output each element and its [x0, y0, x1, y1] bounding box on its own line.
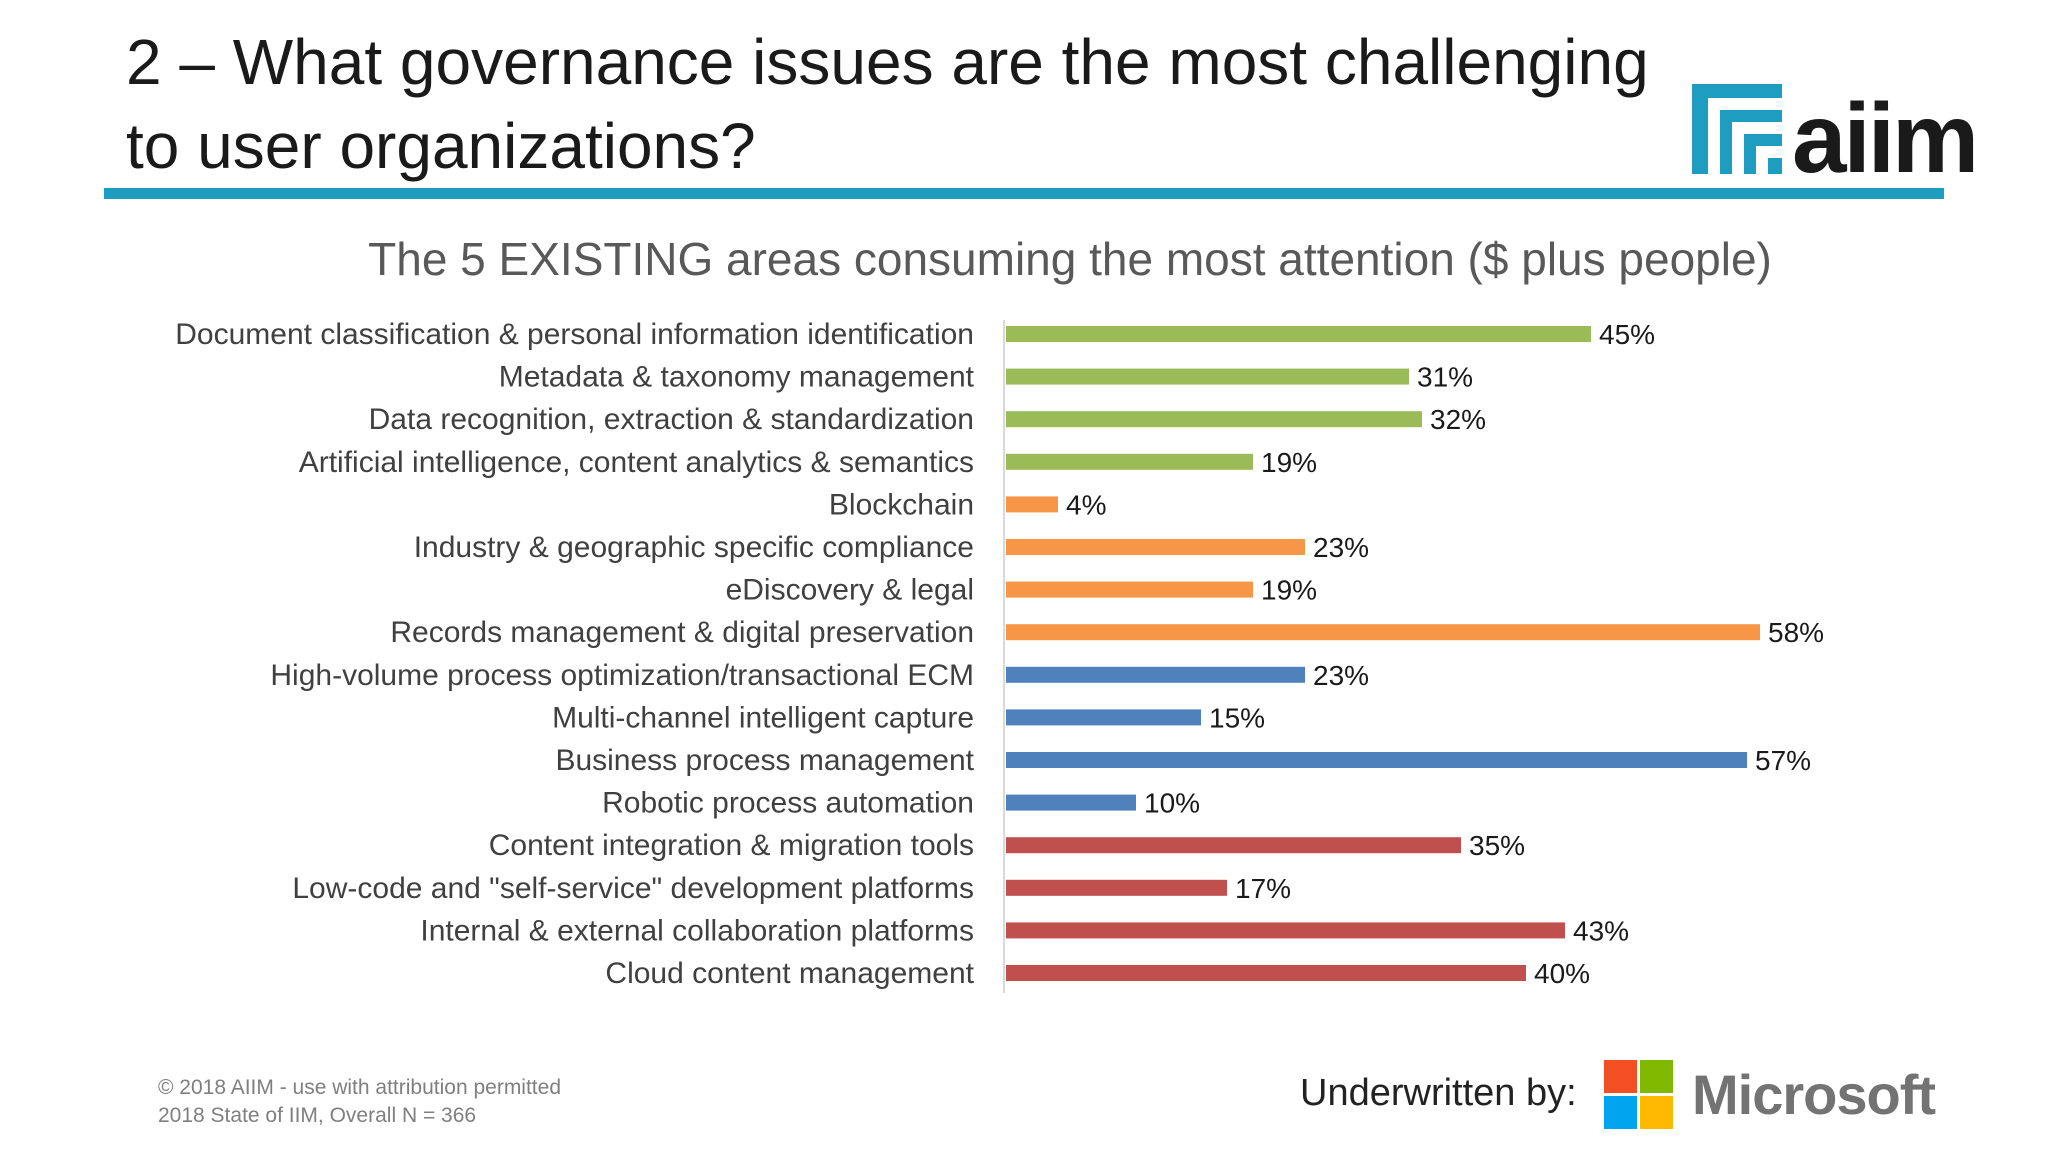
bar	[1006, 496, 1058, 513]
category-label: Robotic process automation	[602, 787, 974, 820]
bar	[1006, 368, 1409, 385]
bar	[1006, 411, 1422, 428]
bar	[1006, 922, 1565, 939]
category-label: Cloud content management	[605, 957, 974, 990]
bar	[1006, 965, 1526, 981]
category-label: Document classification & personal infor…	[175, 320, 974, 351]
data-label: 43%	[1573, 915, 1629, 946]
bar-chart: Document classification & personal infor…	[175, 320, 1824, 993]
category-label: eDiscovery & legal	[726, 574, 974, 607]
data-label: 10%	[1144, 788, 1200, 819]
bar	[1006, 624, 1760, 641]
category-label: Business process management	[555, 744, 974, 777]
data-label: 4%	[1066, 489, 1106, 520]
data-label: 32%	[1430, 404, 1486, 435]
title-divider	[104, 188, 1944, 199]
data-label: 57%	[1755, 745, 1811, 776]
bar	[1006, 837, 1461, 854]
bar	[1006, 879, 1227, 896]
category-label: Multi-channel intelligent capture	[552, 701, 974, 734]
data-label: 23%	[1313, 532, 1369, 563]
data-label: 19%	[1261, 575, 1317, 606]
category-label: Data recognition, extraction & standardi…	[369, 403, 974, 436]
slide-title: 2 – What governance issues are the most …	[126, 26, 1649, 182]
data-label: 45%	[1599, 320, 1655, 350]
aiim-logo-wordmark: aiim	[1792, 83, 1976, 186]
data-label: 35%	[1469, 830, 1525, 861]
bar	[1006, 539, 1305, 555]
bar	[1006, 709, 1201, 726]
category-label: Records management & digital preservatio…	[390, 616, 974, 649]
data-label: 40%	[1534, 958, 1590, 989]
category-label: High-volume process optimization/transac…	[270, 659, 974, 692]
category-label: Low-code and "self-service" development …	[292, 872, 974, 905]
microsoft-wordmark: Microsoft	[1692, 1063, 1936, 1126]
category-label: Blockchain	[829, 488, 974, 521]
category-label: Internal & external collaboration platfo…	[420, 914, 974, 947]
bar	[1006, 581, 1253, 598]
underwritten-label: Underwritten by:	[1300, 1072, 1577, 1114]
category-label: Industry & geographic specific complianc…	[414, 531, 974, 564]
bar	[1006, 326, 1591, 342]
aiim-logo: aiim	[1692, 83, 1979, 186]
bar	[1006, 794, 1136, 811]
data-label: 23%	[1313, 660, 1369, 691]
category-label: Metadata & taxonomy management	[499, 361, 975, 394]
data-label: 58%	[1768, 617, 1824, 648]
chart-title: The 5 EXISTING areas consuming the most …	[368, 233, 1772, 285]
microsoft-logo-icon	[1604, 1060, 1674, 1130]
aiim-logo-mark-icon	[1692, 84, 1782, 174]
data-label: 17%	[1235, 873, 1291, 904]
data-label: 19%	[1261, 447, 1317, 478]
bar	[1006, 752, 1747, 768]
copyright-note: © 2018 AIIM - use with attribution permi…	[158, 1076, 561, 1099]
category-label: Content integration & migration tools	[489, 829, 974, 862]
data-label: 15%	[1209, 702, 1265, 733]
data-label: 31%	[1417, 362, 1473, 393]
category-label: Artificial intelligence, content analyti…	[299, 446, 974, 479]
bar	[1006, 453, 1253, 470]
source-note: 2018 State of IIM, Overall N = 366	[158, 1104, 477, 1127]
bar	[1006, 666, 1305, 683]
microsoft-logo: Microsoft	[1604, 1058, 1936, 1132]
